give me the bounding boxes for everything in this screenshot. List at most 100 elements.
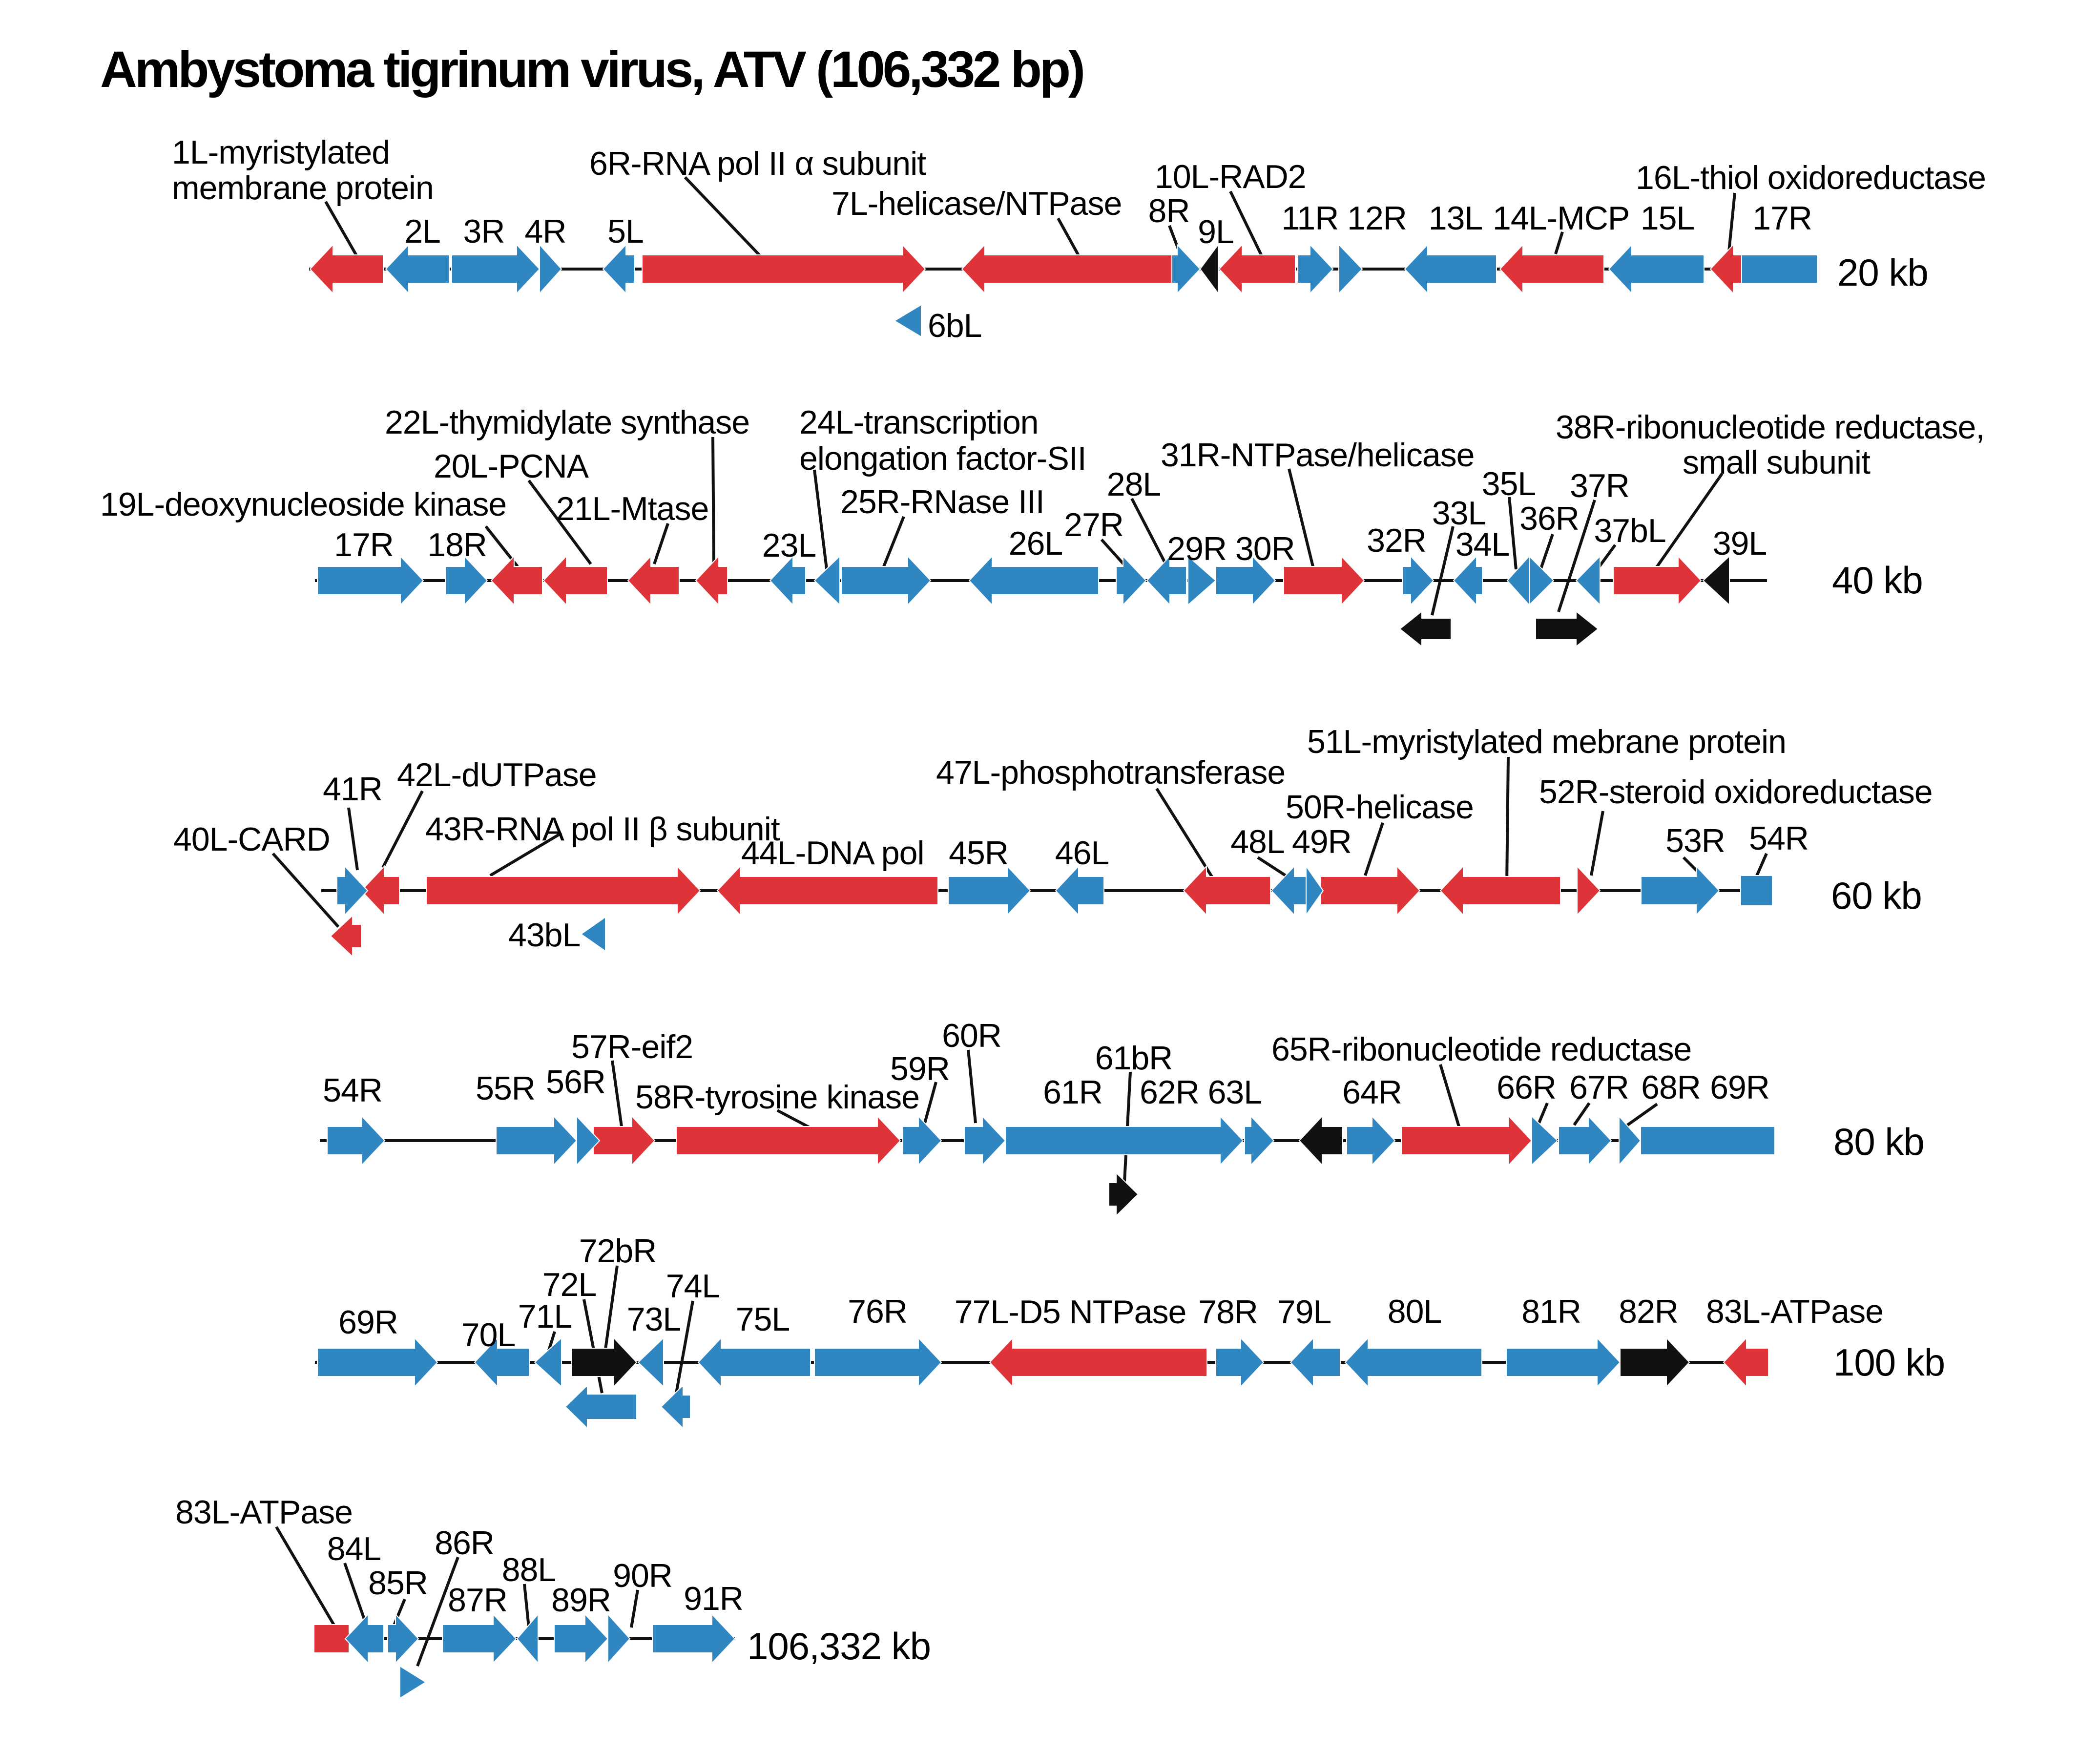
svg-text:71L: 71L [518,1298,572,1335]
svg-text:small subunit: small subunit [1683,444,1871,481]
svg-text:40L-CARD: 40L-CARD [173,821,330,858]
svg-text:44L-DNA pol: 44L-DNA pol [741,834,924,872]
svg-text:10L-RAD2: 10L-RAD2 [1155,158,1306,195]
svg-text:80 kb: 80 kb [1833,1120,1924,1163]
svg-text:68R: 68R [1641,1069,1701,1106]
svg-text:6R-RNA pol II α subunit: 6R-RNA pol II α subunit [589,145,926,182]
svg-text:77L-D5 NTPase: 77L-D5 NTPase [955,1293,1186,1331]
svg-text:83L-ATPase: 83L-ATPase [175,1494,353,1531]
svg-text:57R-eif2: 57R-eif2 [571,1028,693,1065]
svg-text:88L: 88L [502,1551,556,1588]
svg-text:21L-Mtase: 21L-Mtase [556,490,708,527]
svg-text:48L 49R: 48L 49R [1230,823,1351,860]
svg-text:membrane protein: membrane protein [172,169,434,207]
svg-text:82R: 82R [1619,1293,1678,1330]
svg-text:24L-transcription: 24L-transcription [799,404,1038,441]
svg-text:11R: 11R [1282,200,1339,237]
svg-text:69R: 69R [1710,1069,1769,1106]
svg-text:80L: 80L [1388,1293,1441,1330]
svg-text:1L-myristylated: 1L-myristylated [172,134,390,171]
svg-text:87R: 87R [448,1582,507,1619]
svg-text:59R: 59R [890,1050,950,1087]
svg-text:65R-ribonucleotide reductase: 65R-ribonucleotide reductase [1271,1031,1691,1068]
svg-text:56R: 56R [546,1064,605,1101]
svg-text:13L: 13L [1429,200,1482,237]
svg-text:52R-steroid oxidoreductase: 52R-steroid oxidoreductase [1539,773,1933,811]
svg-text:61bR: 61bR [1095,1040,1173,1077]
svg-text:73L: 73L [627,1301,681,1338]
svg-text:40 kb: 40 kb [1832,559,1923,602]
svg-text:60 kb: 60 kb [1831,874,1922,917]
svg-text:74L: 74L [666,1268,720,1305]
svg-text:6bL: 6bL [928,307,981,344]
svg-text:54R: 54R [1749,820,1809,857]
svg-text:38R-ribonucleotide reductase,: 38R-ribonucleotide reductase, [1556,409,1984,446]
svg-text:28L: 28L [1107,466,1161,503]
svg-text:23L: 23L [762,527,816,564]
svg-text:16L-thiol oxidoreductase: 16L-thiol oxidoreductase [1636,159,1986,196]
svg-text:90R: 90R [613,1557,672,1594]
svg-text:3R: 3R [463,213,505,250]
svg-text:53R: 53R [1665,822,1725,859]
svg-text:69R: 69R [338,1304,398,1341]
svg-text:78R: 78R [1198,1293,1258,1331]
svg-text:15L: 15L [1641,200,1694,237]
svg-text:39L: 39L [1713,525,1767,562]
svg-text:76R: 76R [848,1293,907,1330]
svg-text:41R: 41R [323,771,382,808]
svg-text:37bL: 37bL [1594,512,1665,549]
svg-text:75L: 75L [736,1301,790,1338]
svg-text:31R-NTPase/helicase: 31R-NTPase/helicase [1161,437,1474,474]
svg-text:20L-PCNA: 20L-PCNA [434,448,589,485]
svg-text:79L: 79L [1277,1293,1331,1331]
svg-text:54R: 54R [323,1072,382,1109]
svg-text:81R: 81R [1521,1293,1581,1330]
svg-text:91R: 91R [684,1580,743,1617]
svg-text:27R: 27R [1064,506,1123,543]
svg-text:22L-thymidylate synthase: 22L-thymidylate synthase [385,404,749,441]
svg-text:35L: 35L [1482,465,1536,502]
svg-text:47L-phosphotransferase: 47L-phosphotransferase [936,754,1285,791]
svg-text:12R: 12R [1347,200,1407,237]
svg-text:83L-ATPase: 83L-ATPase [1706,1293,1883,1330]
svg-text:36R: 36R [1519,500,1579,537]
svg-text:4R: 4R [525,213,566,250]
svg-text:Ambystoma tigrinum virus, ATV: Ambystoma tigrinum virus, ATV (106,332 b… [100,41,1083,98]
svg-text:25R-RNase III: 25R-RNase III [840,483,1044,521]
svg-text:37R: 37R [1570,467,1629,504]
svg-text:86R: 86R [435,1524,494,1562]
svg-text:106,332 kb: 106,332 kb [747,1625,931,1668]
svg-text:60R: 60R [942,1017,1001,1054]
svg-text:46L: 46L [1055,834,1109,872]
svg-text:70L: 70L [461,1316,515,1354]
svg-text:85R: 85R [368,1564,428,1602]
svg-text:19L-deoxynucleoside kinase: 19L-deoxynucleoside kinase [100,486,506,523]
svg-text:42L-dUTPase: 42L-dUTPase [397,756,597,793]
svg-text:62R 63L: 62R 63L [1140,1074,1262,1111]
svg-text:elongation factor-SII: elongation factor-SII [799,440,1086,477]
svg-text:7L-helicase/NTPase: 7L-helicase/NTPase [832,185,1122,222]
svg-text:2L: 2L [404,213,440,250]
svg-text:72bR: 72bR [579,1232,657,1270]
svg-text:55R: 55R [476,1070,535,1107]
svg-text:51L-myristylated mebrane prote: 51L-myristylated mebrane protein [1307,723,1786,760]
svg-text:45R: 45R [949,834,1008,872]
svg-text:66R: 66R [1497,1069,1556,1106]
svg-text:43bL: 43bL [508,917,580,954]
svg-text:43R-RNA pol II β subunit: 43R-RNA pol II β subunit [425,811,780,848]
svg-text:26L: 26L [1009,525,1062,562]
svg-text:14L-MCP: 14L-MCP [1493,200,1629,237]
svg-text:61R: 61R [1043,1074,1102,1111]
svg-text:18R: 18R [427,526,487,563]
svg-text:72L: 72L [542,1266,596,1303]
svg-text:34L: 34L [1455,526,1509,563]
svg-text:67R: 67R [1569,1069,1629,1106]
svg-text:5L: 5L [607,213,644,250]
svg-text:9L: 9L [1198,213,1234,250]
svg-text:58R-tyrosine kinase: 58R-tyrosine kinase [635,1079,919,1116]
svg-text:33L: 33L [1432,495,1486,532]
svg-text:50R-helicase: 50R-helicase [1286,789,1474,826]
svg-text:20 kb: 20 kb [1837,251,1928,294]
svg-text:17R: 17R [334,526,394,563]
svg-text:29R 30R: 29R 30R [1167,530,1294,567]
